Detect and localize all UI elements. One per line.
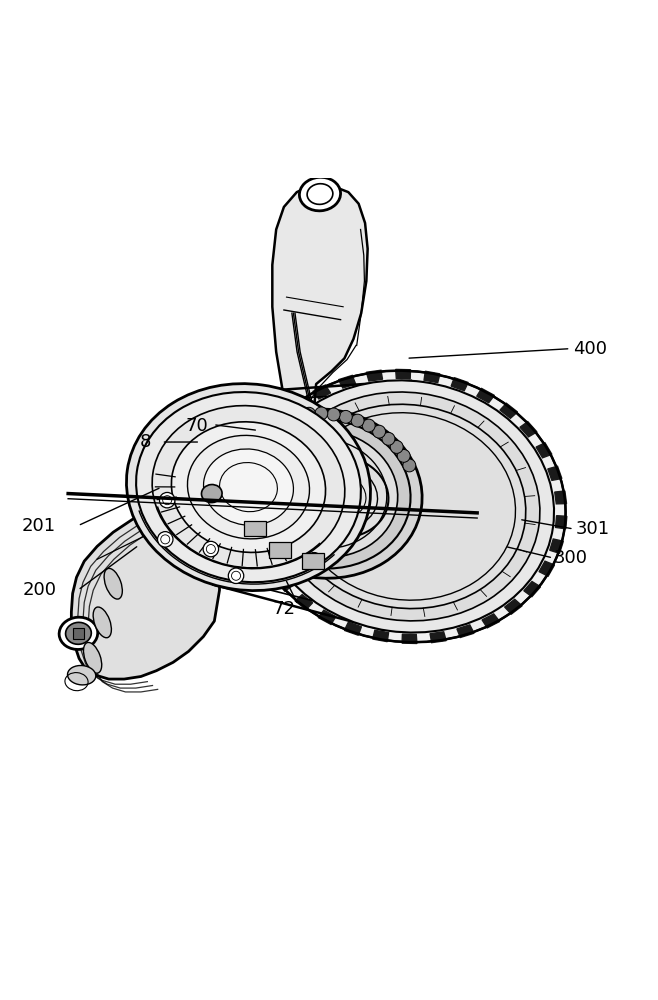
Circle shape xyxy=(327,408,340,421)
Polygon shape xyxy=(276,576,293,591)
Polygon shape xyxy=(477,388,494,403)
Polygon shape xyxy=(272,416,289,431)
Polygon shape xyxy=(424,371,440,383)
Circle shape xyxy=(290,409,303,422)
Text: 200: 200 xyxy=(22,581,56,599)
Polygon shape xyxy=(549,539,563,553)
Polygon shape xyxy=(539,561,555,576)
Circle shape xyxy=(397,449,410,462)
Circle shape xyxy=(363,419,375,432)
Ellipse shape xyxy=(152,406,345,569)
Polygon shape xyxy=(395,369,411,379)
Ellipse shape xyxy=(287,404,526,609)
Circle shape xyxy=(382,432,395,445)
FancyBboxPatch shape xyxy=(244,521,266,536)
Circle shape xyxy=(351,414,364,427)
Polygon shape xyxy=(318,610,336,624)
Ellipse shape xyxy=(68,665,96,685)
Polygon shape xyxy=(249,460,263,474)
Circle shape xyxy=(279,412,291,425)
Polygon shape xyxy=(402,634,417,643)
Text: 301: 301 xyxy=(576,520,610,538)
Circle shape xyxy=(340,410,352,423)
Ellipse shape xyxy=(203,449,293,525)
Ellipse shape xyxy=(201,485,222,503)
Ellipse shape xyxy=(93,607,111,638)
Polygon shape xyxy=(451,378,468,391)
Circle shape xyxy=(228,568,243,584)
Ellipse shape xyxy=(247,371,566,642)
Text: 201: 201 xyxy=(22,517,56,535)
Polygon shape xyxy=(313,385,330,399)
Ellipse shape xyxy=(234,419,411,569)
Ellipse shape xyxy=(292,456,388,538)
Polygon shape xyxy=(520,422,537,437)
Polygon shape xyxy=(555,491,567,504)
FancyBboxPatch shape xyxy=(302,553,324,569)
Circle shape xyxy=(390,441,403,453)
Text: 400: 400 xyxy=(573,340,607,358)
Ellipse shape xyxy=(303,465,378,528)
Polygon shape xyxy=(536,443,552,458)
Polygon shape xyxy=(290,399,308,414)
Text: 300: 300 xyxy=(553,549,588,567)
Polygon shape xyxy=(295,595,313,610)
Polygon shape xyxy=(457,625,474,637)
Polygon shape xyxy=(430,632,446,643)
Polygon shape xyxy=(548,466,562,480)
Ellipse shape xyxy=(136,392,361,582)
Polygon shape xyxy=(482,614,499,628)
Circle shape xyxy=(372,425,386,438)
Polygon shape xyxy=(372,630,388,642)
Ellipse shape xyxy=(84,642,102,673)
Circle shape xyxy=(268,416,281,429)
FancyBboxPatch shape xyxy=(72,628,84,639)
Circle shape xyxy=(159,492,175,508)
Text: 70: 70 xyxy=(186,417,209,435)
Ellipse shape xyxy=(66,622,91,644)
Ellipse shape xyxy=(259,380,554,633)
Circle shape xyxy=(303,407,315,420)
Polygon shape xyxy=(258,437,274,452)
Polygon shape xyxy=(71,494,220,679)
Ellipse shape xyxy=(195,480,228,507)
Circle shape xyxy=(307,553,322,568)
Polygon shape xyxy=(555,516,567,529)
Ellipse shape xyxy=(126,384,370,591)
Polygon shape xyxy=(344,622,361,635)
Ellipse shape xyxy=(172,422,326,552)
Circle shape xyxy=(157,532,173,547)
Circle shape xyxy=(315,407,328,420)
Ellipse shape xyxy=(307,184,333,204)
Ellipse shape xyxy=(223,409,422,578)
Ellipse shape xyxy=(188,435,309,539)
Polygon shape xyxy=(272,184,368,465)
FancyBboxPatch shape xyxy=(269,542,291,558)
Circle shape xyxy=(403,459,416,472)
Polygon shape xyxy=(500,403,518,418)
Ellipse shape xyxy=(104,568,122,599)
Polygon shape xyxy=(524,582,541,597)
Ellipse shape xyxy=(299,177,341,211)
Polygon shape xyxy=(245,484,257,497)
Text: 72: 72 xyxy=(272,600,295,618)
Circle shape xyxy=(249,429,261,441)
Ellipse shape xyxy=(272,392,540,621)
Text: 8: 8 xyxy=(139,433,151,451)
Polygon shape xyxy=(261,555,276,570)
Polygon shape xyxy=(338,375,356,388)
Circle shape xyxy=(258,422,270,435)
Ellipse shape xyxy=(59,617,98,649)
Polygon shape xyxy=(251,533,265,547)
Polygon shape xyxy=(246,509,258,522)
Ellipse shape xyxy=(247,430,397,558)
Polygon shape xyxy=(367,370,382,381)
Circle shape xyxy=(203,541,218,557)
Polygon shape xyxy=(505,599,522,614)
